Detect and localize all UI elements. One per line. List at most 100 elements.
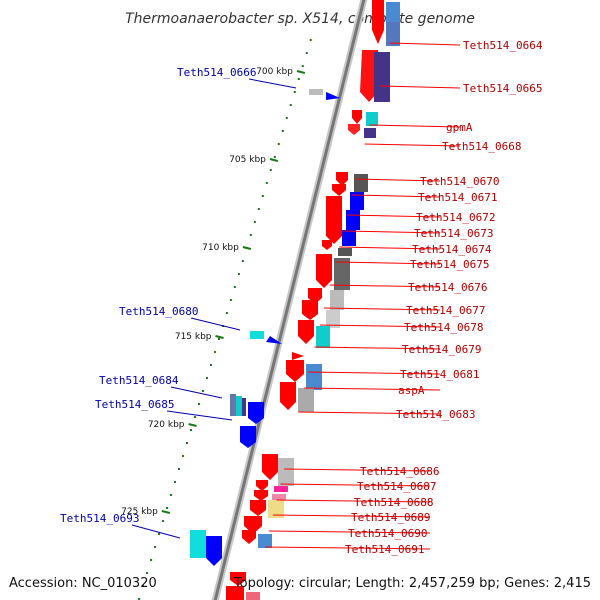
scale-tick	[242, 246, 252, 250]
scale-tick-label: 710 kbp	[202, 243, 239, 253]
cds-feature	[236, 396, 242, 416]
scale-dot	[309, 39, 312, 41]
gene-label[interactable]: Teth514_0689	[351, 511, 430, 524]
scale-tick	[215, 335, 224, 339]
cds-feature	[342, 230, 356, 246]
gene-label[interactable]: Teth514_0693	[60, 512, 139, 525]
gene-label[interactable]: Teth514_0666	[177, 66, 256, 79]
callout-line	[284, 468, 431, 472]
callout-line	[329, 284, 441, 288]
gene-label[interactable]: Teth514_0664	[463, 39, 543, 52]
genome-summary-label: Topology: circular; Length: 2,457,259 bp…	[233, 576, 591, 591]
cds-feature	[348, 124, 360, 135]
scale-dot	[249, 234, 252, 236]
gene-label[interactable]: Teth514_0676	[408, 281, 487, 294]
scale-tick-label: 725 kbp	[121, 507, 158, 517]
scale-tick-label: 720 kbp	[148, 420, 185, 430]
callout-line	[378, 85, 461, 89]
scale-dot	[297, 78, 300, 80]
cds-feature	[230, 572, 246, 586]
cds-feature	[326, 196, 342, 244]
callout-line	[355, 178, 441, 182]
cds-feature	[250, 331, 264, 339]
cds-feature	[298, 320, 314, 344]
callout-line	[264, 546, 431, 550]
cds-feature	[230, 394, 236, 416]
scale-dot	[174, 481, 177, 483]
gene-label[interactable]: aspA	[398, 384, 425, 397]
gene-label[interactable]: Teth514_0675	[410, 258, 489, 271]
cds-feature	[338, 248, 352, 256]
scale-dot	[301, 65, 304, 67]
scale-dot	[178, 468, 181, 470]
cds-feature	[302, 300, 318, 320]
scale-dot	[229, 299, 232, 301]
gene-label[interactable]: Teth514_0678	[404, 321, 483, 334]
gene-label[interactable]: Teth514_0672	[416, 211, 495, 224]
gene-label[interactable]: Teth514_0684	[99, 374, 179, 387]
gene-label[interactable]: Teth514_0679	[402, 343, 481, 356]
scale-dot	[233, 286, 236, 288]
gene-label[interactable]: Teth514_0680	[119, 305, 198, 318]
callout-line	[170, 386, 223, 399]
gene-label[interactable]: Teth514_0686	[360, 465, 439, 478]
cds-feature	[364, 128, 376, 138]
gene-label[interactable]: Teth514_0681	[400, 368, 479, 381]
callout-line	[314, 346, 441, 350]
scale-dot	[209, 364, 212, 366]
callout-line	[308, 371, 441, 375]
gene-label[interactable]: Teth514_0685	[95, 398, 174, 411]
scale-dot	[225, 312, 228, 314]
gene-label[interactable]: Teth514_0665	[463, 82, 542, 95]
scale-dot	[166, 507, 169, 509]
scale-dot	[146, 572, 149, 574]
gene-label[interactable]: Teth514_0671	[418, 191, 497, 204]
cds-feature	[226, 586, 244, 600]
gene-label[interactable]: Teth514_0674	[412, 243, 492, 256]
gene-label[interactable]: Teth514_0673	[414, 227, 493, 240]
scale-dot	[265, 182, 268, 184]
gene-label[interactable]: Teth514_0691	[345, 543, 424, 556]
gene-label[interactable]: Teth514_0687	[357, 480, 436, 493]
cds-feature	[386, 2, 400, 22]
callout-line	[335, 261, 441, 265]
gene-label[interactable]: gpmA	[446, 121, 473, 134]
cds-feature	[266, 336, 282, 344]
gene-label[interactable]: Teth514_0668	[442, 140, 521, 153]
scale-dot	[197, 403, 200, 405]
cds-feature	[298, 388, 314, 412]
cds-feature	[274, 486, 288, 492]
cds-feature	[354, 174, 368, 192]
gene-label[interactable]: Teth514_0683	[396, 408, 475, 421]
cds-feature	[246, 592, 260, 600]
cds-feature	[316, 326, 330, 348]
cds-feature	[280, 382, 296, 410]
cds-feature	[352, 110, 362, 124]
callout-line	[319, 324, 441, 328]
scale-dot	[293, 91, 296, 93]
cds-feature	[346, 210, 360, 230]
cds-feature	[258, 534, 272, 548]
cds-feature	[334, 258, 350, 290]
cds-feature	[326, 310, 340, 328]
callout-line	[276, 499, 431, 503]
gene-label[interactable]: Teth514_0677	[406, 304, 485, 317]
accession-label: Accession: NC_010320	[9, 576, 157, 591]
left-gene-labels: Teth514_0666 Teth514_0680 Teth514_0684 Teth…	[60, 66, 297, 539]
map-title: Thermoanaerobacter sp. X514, complete ge…	[125, 11, 475, 27]
scale-dot	[217, 338, 220, 340]
cds-feature	[242, 398, 246, 416]
scale-dot	[142, 585, 145, 587]
cds-feature	[190, 530, 206, 558]
gene-label[interactable]: Teth514_0688	[354, 496, 433, 509]
cds-feature	[244, 516, 262, 534]
scale-dot	[253, 221, 256, 223]
gene-label[interactable]: Teth514_0690	[348, 527, 427, 540]
feature-track	[190, 0, 400, 600]
cds-feature	[286, 360, 304, 382]
callout-line	[389, 42, 461, 46]
cds-feature	[372, 0, 384, 44]
gene-label[interactable]: Teth514_0670	[420, 175, 499, 188]
callout-line	[280, 483, 431, 487]
